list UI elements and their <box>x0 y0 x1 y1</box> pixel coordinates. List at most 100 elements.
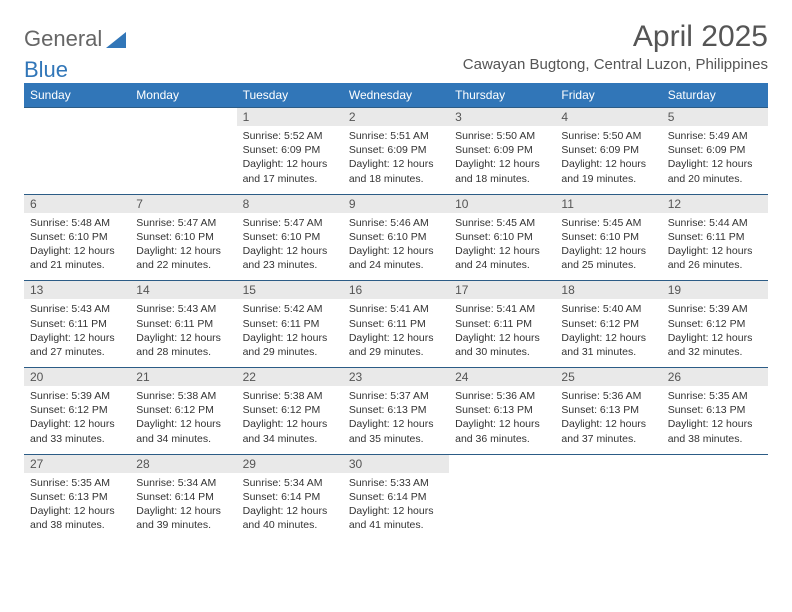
sunrise-text: Sunrise: 5:39 AM <box>30 389 124 403</box>
daylight-text: Daylight: 12 hours and 21 minutes. <box>30 244 124 272</box>
day-number: 20 <box>24 368 130 387</box>
sunset-text: Sunset: 6:10 PM <box>349 230 443 244</box>
day-cell: Sunrise: 5:46 AMSunset: 6:10 PMDaylight:… <box>343 213 449 281</box>
sunrise-text: Sunrise: 5:50 AM <box>455 129 549 143</box>
day-cell <box>449 473 555 541</box>
sunset-text: Sunset: 6:09 PM <box>455 143 549 157</box>
day-cell: Sunrise: 5:50 AMSunset: 6:09 PMDaylight:… <box>449 126 555 194</box>
logo: General <box>24 20 130 52</box>
sunset-text: Sunset: 6:11 PM <box>136 317 230 331</box>
day-cell: Sunrise: 5:51 AMSunset: 6:09 PMDaylight:… <box>343 126 449 194</box>
day-cell: Sunrise: 5:36 AMSunset: 6:13 PMDaylight:… <box>449 386 555 454</box>
day-cell: Sunrise: 5:44 AMSunset: 6:11 PMDaylight:… <box>662 213 768 281</box>
day-cell: Sunrise: 5:45 AMSunset: 6:10 PMDaylight:… <box>555 213 661 281</box>
sunset-text: Sunset: 6:09 PM <box>668 143 762 157</box>
day-content-row: Sunrise: 5:39 AMSunset: 6:12 PM Daylight:… <box>24 386 768 454</box>
sunrise-text: Sunrise: 5:49 AM <box>668 129 762 143</box>
sunrise-text: Sunrise: 5:47 AM <box>136 216 230 230</box>
sunset-text: Sunset: 6:12 PM <box>668 317 762 331</box>
day-number-row: 20212223242526 <box>24 368 768 387</box>
daylight-text: Daylight: 12 hours and 24 minutes. <box>349 244 443 272</box>
day-header: Tuesday <box>237 83 343 108</box>
sunset-text: Sunset: 6:12 PM <box>30 403 124 417</box>
day-cell: Sunrise: 5:49 AMSunset: 6:09 PMDaylight:… <box>662 126 768 194</box>
sunrise-text: Sunrise: 5:34 AM <box>243 476 337 490</box>
day-cell: Sunrise: 5:35 AMSunset: 6:13 PMDaylight:… <box>24 473 130 541</box>
day-number: 10 <box>449 194 555 213</box>
day-number-row: 27282930 <box>24 454 768 473</box>
day-header-row: Sunday Monday Tuesday Wednesday Thursday… <box>24 83 768 108</box>
daylight-text: Daylight: 12 hours and 18 minutes. <box>455 157 549 185</box>
sunset-text: Sunset: 6:12 PM <box>561 317 655 331</box>
sunrise-text: Sunrise: 5:39 AM <box>668 302 762 316</box>
day-number: 4 <box>555 108 661 127</box>
day-number: 29 <box>237 454 343 473</box>
day-cell: Sunrise: 5:34 AMSunset: 6:14 PMDaylight:… <box>130 473 236 541</box>
sunrise-text: Sunrise: 5:37 AM <box>349 389 443 403</box>
sunrise-text: Sunrise: 5:46 AM <box>349 216 443 230</box>
daylight-text: Daylight: 12 hours and 30 minutes. <box>455 331 549 359</box>
daylight-text: Daylight: 12 hours and 40 minutes. <box>243 504 337 532</box>
daylight-text: Daylight: 12 hours and 26 minutes. <box>668 244 762 272</box>
sunrise-text: Sunrise: 5:43 AM <box>30 302 124 316</box>
daylight-text: Daylight: 12 hours and 38 minutes. <box>30 504 124 532</box>
day-number <box>662 454 768 473</box>
day-cell <box>130 126 236 194</box>
daylight-text: Daylight: 12 hours and 39 minutes. <box>136 504 230 532</box>
day-number: 9 <box>343 194 449 213</box>
day-number: 12 <box>662 194 768 213</box>
day-cell: Sunrise: 5:39 AMSunset: 6:12 PMDaylight:… <box>662 299 768 367</box>
day-number: 21 <box>130 368 236 387</box>
day-header: Sunday <box>24 83 130 108</box>
logo-triangle-icon <box>106 32 126 48</box>
day-cell: Sunrise: 5:41 AMSunset: 6:11 PMDaylight:… <box>449 299 555 367</box>
day-header: Thursday <box>449 83 555 108</box>
day-number: 15 <box>237 281 343 300</box>
day-number <box>555 454 661 473</box>
sunset-text: Sunset: 6:10 PM <box>30 230 124 244</box>
sunset-text: Sunset: 6:10 PM <box>455 230 549 244</box>
day-number: 24 <box>449 368 555 387</box>
sunrise-text: Sunrise: 5:36 AM <box>455 389 549 403</box>
day-number: 13 <box>24 281 130 300</box>
day-cell: Sunrise: 5:35 AMSunset: 6:13 PMDaylight:… <box>662 386 768 454</box>
sunrise-text: Sunrise: 5:48 AM <box>30 216 124 230</box>
day-number: 7 <box>130 194 236 213</box>
day-number: 6 <box>24 194 130 213</box>
calendar-table: Sunday Monday Tuesday Wednesday Thursday… <box>24 83 768 540</box>
sunrise-text: Sunrise: 5:44 AM <box>668 216 762 230</box>
daylight-text: Daylight: 12 hours and 35 minutes. <box>349 417 443 445</box>
day-cell <box>555 473 661 541</box>
sunrise-text: Sunrise: 5:35 AM <box>668 389 762 403</box>
day-content-row: Sunrise: 5:48 AMSunset: 6:10 PMDaylight:… <box>24 213 768 281</box>
day-cell: Sunrise: 5:52 AMSunset: 6:09 PMDaylight:… <box>237 126 343 194</box>
daylight-text: Daylight: 12 hours and 37 minutes. <box>561 417 655 445</box>
day-header: Monday <box>130 83 236 108</box>
sunset-text: Sunset: 6:14 PM <box>243 490 337 504</box>
daylight-text: Daylight: 12 hours and 31 minutes. <box>561 331 655 359</box>
sunset-text: Sunset: 6:09 PM <box>349 143 443 157</box>
daylight-text: Daylight: 12 hours and 38 minutes. <box>668 417 762 445</box>
sunset-text: Sunset: 6:14 PM <box>349 490 443 504</box>
sunset-text: Sunset: 6:11 PM <box>668 230 762 244</box>
day-number: 8 <box>237 194 343 213</box>
logo-text-1: General <box>24 26 102 52</box>
day-cell: Sunrise: 5:50 AMSunset: 6:09 PMDaylight:… <box>555 126 661 194</box>
day-cell: Sunrise: 5:38 AMSunset: 6:12 PMDaylight:… <box>130 386 236 454</box>
day-number: 16 <box>343 281 449 300</box>
day-header: Wednesday <box>343 83 449 108</box>
sunset-text: Sunset: 6:11 PM <box>243 317 337 331</box>
day-number: 22 <box>237 368 343 387</box>
sunset-text: Sunset: 6:13 PM <box>349 403 443 417</box>
day-number: 23 <box>343 368 449 387</box>
daylight-text: Daylight: 12 hours and 34 minutes. <box>136 417 230 445</box>
day-number: 30 <box>343 454 449 473</box>
sunrise-text: Sunrise: 5:41 AM <box>349 302 443 316</box>
day-number-row: 12345 <box>24 108 768 127</box>
calendar-body: 12345Sunrise: 5:52 AMSunset: 6:09 PMDayl… <box>24 108 768 541</box>
daylight-text: Daylight: 12 hours and 22 minutes. <box>136 244 230 272</box>
daylight-text: Daylight: 12 hours and 24 minutes. <box>455 244 549 272</box>
daylight-text: Daylight: 12 hours and 19 minutes. <box>561 157 655 185</box>
day-number: 18 <box>555 281 661 300</box>
daylight-text: Daylight: 12 hours and 41 minutes. <box>349 504 443 532</box>
